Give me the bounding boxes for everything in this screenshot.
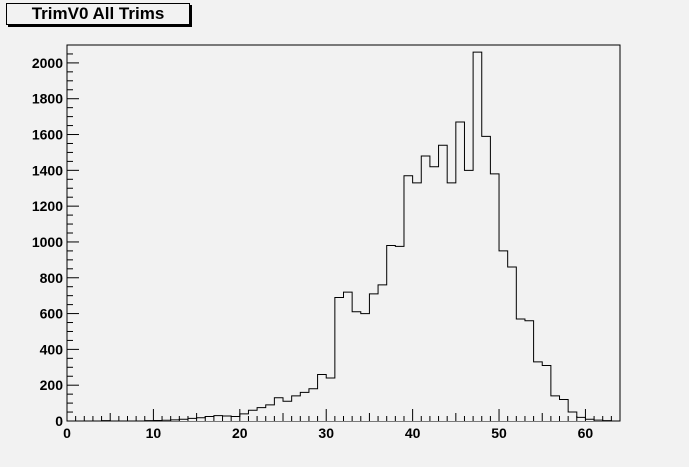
histogram-bar [403,175,413,421]
histogram-bar [447,182,456,421]
histogram-bar [542,365,551,421]
histogram-bar [473,52,482,422]
y-tick-label: 800 [40,270,64,286]
histogram-bar [395,246,404,421]
histogram-bar [352,311,361,421]
histogram-bar [464,170,474,421]
histogram-bar [369,293,379,421]
histogram-bar [326,378,335,421]
histogram-bar [308,388,318,421]
histogram-bar [378,284,387,421]
histogram-bar [213,415,223,421]
histogram-bar [360,313,370,421]
histogram-bar [481,136,491,422]
x-tick-label: 10 [146,425,162,441]
histogram-bar [170,419,180,421]
histogram-bar [585,419,595,421]
x-tick-label: 30 [318,425,334,441]
y-tick-label: 200 [40,377,64,393]
y-tick-label: 1600 [32,127,63,143]
histogram-bar [550,395,560,421]
y-tick-label: 0 [55,413,63,429]
x-tick-label: 50 [491,425,507,441]
histogram-bar [274,397,284,421]
histogram-bar [455,121,465,421]
histogram-bar [196,417,206,421]
histogram-bar [179,419,188,421]
y-tick-label: 1400 [32,162,63,178]
x-tick-label: 40 [405,425,421,441]
histogram-bar [507,267,517,421]
y-tick-label: 2000 [32,55,63,71]
histogram-bar [265,404,275,421]
histogram-bar [499,250,508,421]
histogram-bar [576,417,586,421]
x-tick-label: 20 [232,425,248,441]
histogram-bar [317,374,327,421]
histogram-bar [257,407,266,421]
histogram-bar [239,413,249,421]
histogram-bar [490,173,500,421]
x-tick-label: 0 [63,425,71,441]
histogram-bar [412,182,422,421]
histogram-bar [205,416,214,421]
histogram-bar [533,361,543,421]
y-tick-label: 400 [40,341,64,357]
histogram-bar [283,401,292,421]
histogram-bar [343,292,353,421]
histogram-bar [231,416,240,421]
histogram-bar [568,412,577,421]
x-tick-label: 60 [578,425,594,441]
histogram-bar [187,418,197,421]
histogram-bar [291,395,301,421]
histogram-bar [429,166,439,421]
histogram-bar [334,297,344,421]
histogram-outline [67,51,620,422]
histogram-bar [559,399,569,421]
y-tick-label: 1000 [32,234,63,250]
histogram-bar [222,415,232,421]
histogram-bar [524,320,534,421]
histogram-bar [516,318,525,421]
y-tick-label: 1800 [32,91,63,107]
histogram-bar [248,410,258,421]
y-tick-label: 600 [40,306,64,322]
chart-title: TrimV0 All Trims [31,4,165,23]
y-tick-label: 1200 [32,198,63,214]
histogram-bar [438,145,448,421]
histogram-bar [421,156,430,421]
histogram-bar [386,245,396,421]
histogram-bar [300,392,309,421]
chart-title-box: TrimV0 All Trims [6,3,190,25]
